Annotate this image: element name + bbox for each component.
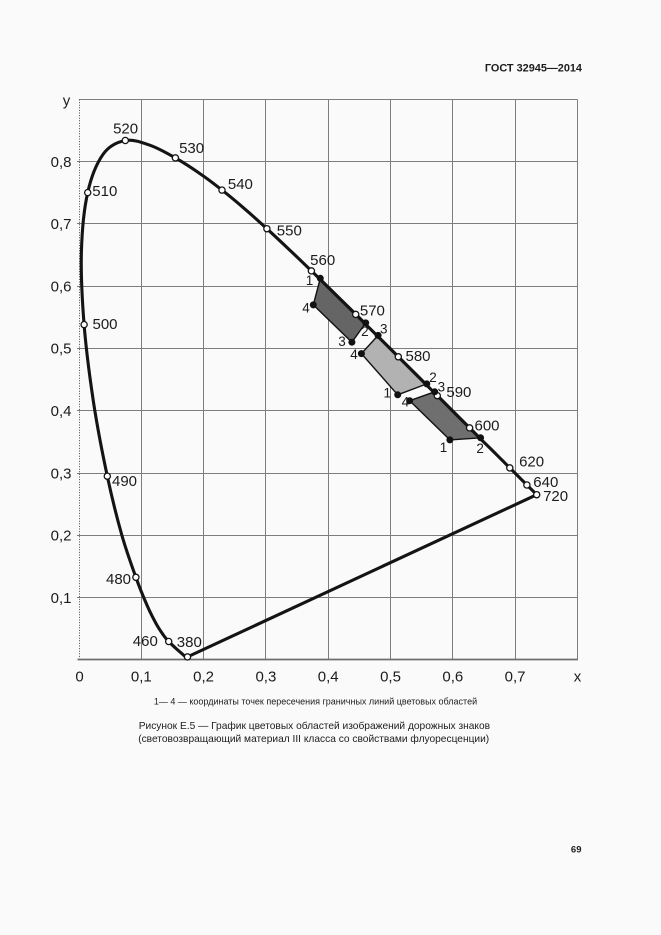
- svg-text:640: 640: [533, 474, 558, 491]
- svg-text:0,2: 0,2: [193, 668, 214, 685]
- svg-text:0,3: 0,3: [255, 668, 276, 685]
- svg-text:540: 540: [228, 176, 253, 193]
- svg-text:2: 2: [476, 441, 484, 456]
- svg-text:560: 560: [310, 252, 335, 269]
- svg-text:500: 500: [92, 316, 117, 333]
- svg-text:530: 530: [179, 140, 204, 157]
- svg-text:2: 2: [429, 370, 437, 385]
- svg-text:550: 550: [277, 223, 302, 240]
- svg-text:0,7: 0,7: [51, 216, 72, 233]
- svg-text:Рисунок Е.5 — График цветовых: Рисунок Е.5 — График цветовых областей и…: [139, 720, 490, 732]
- svg-text:4: 4: [402, 395, 410, 410]
- svg-text:590: 590: [446, 384, 471, 401]
- svg-text:1: 1: [440, 440, 448, 455]
- svg-text:0,2: 0,2: [51, 528, 72, 545]
- svg-text:0,8: 0,8: [51, 154, 72, 171]
- svg-text:0,7: 0,7: [505, 668, 526, 685]
- svg-text:0,6: 0,6: [51, 278, 72, 295]
- svg-text:620: 620: [519, 454, 544, 471]
- svg-text:480: 480: [106, 571, 131, 588]
- svg-text:1: 1: [383, 385, 391, 400]
- svg-text:0,4: 0,4: [51, 403, 72, 420]
- svg-text:ГОСТ 32945—2014: ГОСТ 32945—2014: [485, 63, 582, 75]
- svg-text:580: 580: [405, 348, 430, 365]
- svg-text:570: 570: [360, 303, 385, 320]
- svg-text:490: 490: [112, 473, 137, 490]
- svg-text:(световозвращающий материал II: (световозвращающий материал III класса с…: [138, 733, 489, 745]
- svg-text:x: x: [574, 668, 582, 685]
- svg-text:4: 4: [302, 300, 310, 315]
- svg-text:3: 3: [338, 334, 346, 349]
- svg-text:0,3: 0,3: [51, 465, 72, 482]
- svg-text:0,4: 0,4: [318, 668, 339, 685]
- svg-text:460: 460: [133, 633, 158, 650]
- svg-text:720: 720: [543, 488, 568, 505]
- svg-text:520: 520: [113, 121, 138, 138]
- svg-text:69: 69: [571, 845, 582, 856]
- svg-text:380: 380: [177, 634, 202, 651]
- svg-text:0: 0: [75, 668, 83, 685]
- svg-text:0,1: 0,1: [131, 668, 152, 685]
- svg-text:510: 510: [92, 183, 117, 200]
- svg-text:0,5: 0,5: [380, 668, 401, 685]
- svg-text:3: 3: [380, 322, 388, 337]
- svg-text:4: 4: [350, 347, 358, 362]
- svg-text:1— 4 — координаты точек пересе: 1— 4 — координаты точек пересечения гран…: [154, 697, 477, 707]
- svg-text:2: 2: [361, 324, 369, 339]
- svg-text:3: 3: [438, 380, 446, 395]
- svg-text:1: 1: [306, 273, 314, 288]
- svg-text:0,5: 0,5: [51, 341, 72, 358]
- svg-text:y: y: [63, 93, 71, 110]
- svg-text:600: 600: [474, 417, 499, 434]
- svg-text:0,6: 0,6: [442, 668, 463, 685]
- svg-text:0,1: 0,1: [51, 590, 72, 607]
